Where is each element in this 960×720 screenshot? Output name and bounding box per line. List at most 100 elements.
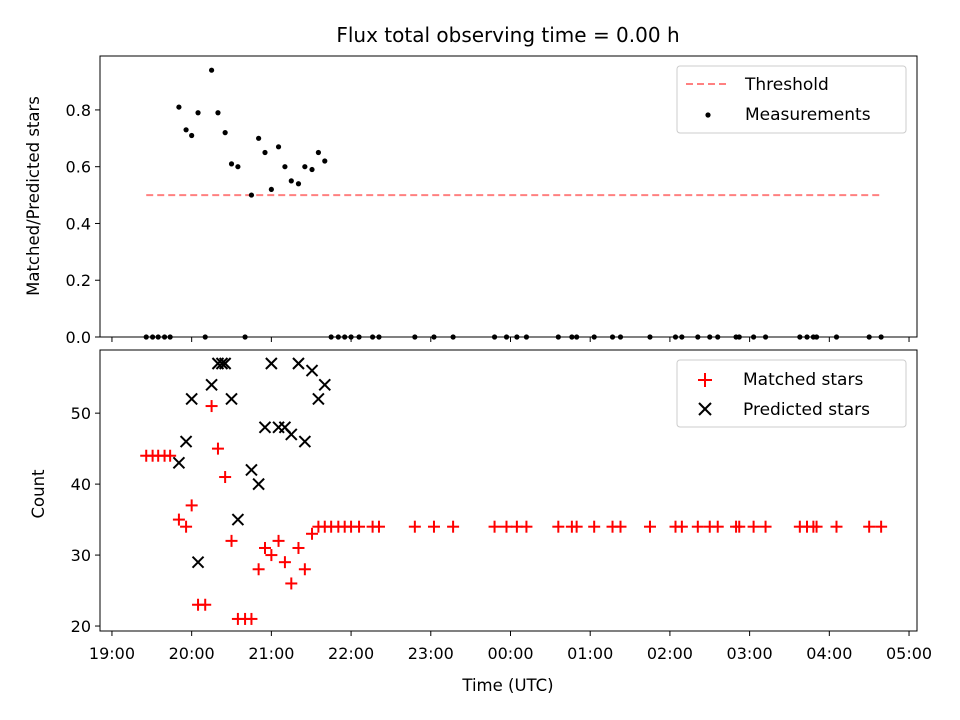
bottom-y-tick-label: 40	[71, 475, 91, 494]
predicted-star-point	[225, 392, 238, 406]
predicted-star-point	[292, 357, 305, 370]
predicted-star-point	[318, 378, 331, 391]
matched-star-point	[588, 520, 601, 533]
top-y-tick-label: 0.4	[66, 214, 91, 233]
threshold-legend-label: Threshold	[744, 75, 829, 95]
matched-star-point	[675, 520, 688, 533]
bottom-plot-marks	[140, 357, 888, 625]
matched-star-point	[285, 577, 298, 590]
top-y-tick-label: 0.8	[66, 101, 91, 120]
predicted-star-point	[245, 463, 258, 477]
bottom-y-tick-label: 20	[71, 617, 91, 636]
matched-star-point	[164, 449, 177, 462]
measurement-point	[322, 158, 328, 164]
matched-star-point	[747, 520, 760, 533]
matched-star-point	[211, 442, 224, 455]
measurement-point	[295, 181, 302, 187]
top-panel: 0.00.20.40.60.8 Matched/Predicted stars …	[24, 55, 918, 347]
matched-star-point	[500, 520, 513, 533]
x-tick-label: 01:00	[567, 644, 613, 663]
measurement-point	[215, 110, 221, 116]
top-y-tick-label: 0.6	[66, 158, 91, 177]
measurements-legend-swatch	[705, 112, 711, 118]
predicted-star-point	[252, 477, 265, 491]
x-tick-label: 05:00	[886, 644, 932, 663]
predicted-star-point	[218, 357, 232, 370]
matched-star-point	[292, 541, 305, 554]
measurement-point	[208, 67, 215, 73]
matched-star-point	[219, 471, 232, 484]
matched-star-point	[372, 520, 385, 533]
matched-star-point	[252, 563, 265, 576]
matched-star-point	[265, 549, 278, 562]
predicted-star-point	[215, 357, 229, 370]
matched-star-point	[180, 520, 193, 533]
measurement-point	[256, 135, 262, 141]
measurement-point	[309, 166, 315, 173]
bottom-y-tick-label: 50	[71, 404, 91, 423]
measurement-point	[275, 144, 282, 150]
matched-star-point	[278, 556, 291, 569]
matched-star-point	[733, 520, 746, 533]
bottom-legend-box	[676, 359, 907, 428]
matched-star-point	[205, 400, 218, 413]
bottom-y-axis-label: Count	[29, 469, 48, 519]
measurement-point	[228, 161, 235, 167]
matched-star-point	[185, 499, 198, 512]
measurement-point	[248, 192, 255, 198]
top-x-ticks	[111, 337, 910, 342]
matched-star-point	[427, 520, 440, 533]
matched-star-point	[199, 598, 212, 611]
top-y-tick-label: 0.0	[66, 328, 91, 347]
matched-legend-swatch	[698, 373, 712, 387]
x-tick-label: 00:00	[487, 644, 533, 663]
measurement-point	[268, 186, 274, 193]
bottom-y-ticks: 20 30 40 50	[71, 404, 100, 636]
predicted-legend-swatch	[698, 402, 712, 416]
matched-star-point	[408, 520, 421, 533]
x-tick-label: 22:00	[328, 644, 374, 663]
matched-star-point	[245, 612, 258, 625]
matched-star-point	[258, 541, 271, 554]
measurement-point	[282, 164, 288, 170]
top-legend: Threshold Measurements	[676, 65, 907, 134]
matched-star-point	[172, 513, 185, 526]
predicted-star-point	[231, 513, 245, 526]
matched-star-point	[875, 520, 888, 533]
matched-star-point	[520, 520, 533, 533]
top-plot-marks	[143, 67, 884, 340]
matched-star-point	[225, 534, 238, 547]
predicted-star-point	[265, 357, 278, 370]
x-tick-label: 21:00	[248, 644, 294, 663]
predicted-star-point	[312, 392, 325, 406]
matched-legend-label: Matched stars	[743, 370, 863, 390]
matched-star-point	[830, 520, 843, 533]
matched-star-point	[711, 520, 724, 533]
predicted-star-point	[205, 378, 218, 391]
top-y-tick-label: 0.2	[66, 271, 91, 290]
predicted-star-point	[305, 364, 319, 377]
bottom-y-tick-label: 30	[71, 546, 91, 565]
predicted-legend-label: Predicted stars	[743, 400, 870, 420]
top-y-axis-label: Matched/Predicted stars	[24, 96, 43, 296]
x-tick-label: 02:00	[647, 644, 693, 663]
top-axes-frame	[99, 55, 918, 338]
bottom-axes-frame	[99, 349, 918, 632]
predicted-star-point	[179, 435, 193, 448]
predicted-star-point	[258, 421, 272, 434]
top-y-ticks: 0.0 0.2 0.4 0.6 0.8	[66, 101, 100, 347]
measurement-point	[195, 110, 201, 116]
predicted-star-point	[185, 392, 198, 406]
measurement-point	[176, 104, 182, 110]
matched-star-point	[447, 520, 460, 533]
bottom-panel: 20 30 40 50 19:00 20:00 21:00 22:00 23:00 00:00 0…	[29, 349, 932, 695]
predicted-star-point	[298, 435, 312, 448]
x-tick-label: 23:00	[408, 644, 454, 663]
measurement-point	[302, 164, 308, 170]
matched-star-point	[488, 520, 501, 533]
predicted-star-point	[285, 428, 298, 441]
x-tick-label: 03:00	[727, 644, 773, 663]
measurement-point	[288, 178, 294, 184]
bottom-legend: Matched stars Predicted stars	[676, 359, 907, 428]
